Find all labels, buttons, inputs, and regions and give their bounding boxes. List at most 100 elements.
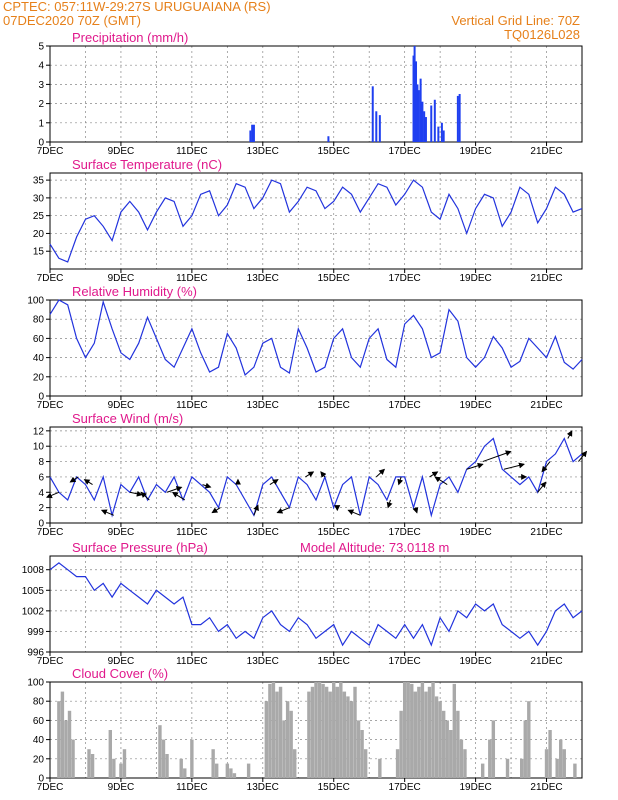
temp-ytick-label: 20 [33,229,45,240]
cloud-bar [275,691,279,778]
precip-xtick-label: 13DEC [247,146,279,157]
cloud-bar [342,691,347,778]
rh-xtick-label: 21DEC [530,400,562,411]
pressure-xtick-label: 15DEC [318,656,350,667]
cloud-bar [190,739,194,778]
cloud-bar [158,725,162,778]
wind-ytick-label: 0 [38,519,44,530]
cloud-bar [555,758,559,778]
cloud-bar [417,686,421,778]
station-label: CPTEC: 057:11W-29:27S URUGUAIANA (RS) [3,0,271,14]
wind-ytick-label: 6 [38,472,44,483]
rh-ytick-label: 0 [38,392,44,403]
pressure-xtick-label: 7DEC [37,656,64,667]
precip-bar [458,94,461,142]
rh-xtick-label: 9DEC [108,400,135,411]
precip-bar [423,111,426,142]
wind-xtick-label: 17DEC [389,527,421,538]
cloud-bar [225,763,230,778]
cloud-bar [427,686,432,778]
precip-ytick-label: 0 [38,138,44,149]
cloud-bar [183,768,187,778]
wind-vector-arrow [397,476,404,486]
pressure-xtick-label: 11DEC [176,656,208,667]
wind-xtick-label: 19DEC [459,527,491,538]
cloud-xtick-label: 19DEC [459,782,491,793]
cloud-bar [356,720,361,778]
cloud-ytick-label: 0 [38,774,44,785]
wind-vector-arrow [140,491,150,501]
wind-ytick-label: 2 [38,503,44,514]
wind-title: Surface Wind (m/s) [72,411,184,426]
wind-xtick-label: 21DEC [530,527,562,538]
cloud-bar [544,749,549,778]
wind-vector-arrow [45,491,60,499]
pressure-series-line [49,562,583,647]
precip-bar [424,117,427,142]
wind-vector-arrow [166,486,183,493]
rh-ytick-label: 100 [27,296,44,307]
precip-ytick-label: 3 [38,80,44,91]
wind-vector-arrow [347,509,361,516]
cloud-ytick-label: 100 [27,678,44,689]
cloud-xtick-label: 9DEC [108,782,135,793]
cloud-bar [271,682,276,778]
rh-xtick-label: 13DEC [247,400,279,411]
precip-xtick-label: 19DEC [459,146,491,157]
temp-ytick-label: 35 [33,176,45,187]
wind-xtick-label: 15DEC [318,527,350,538]
cloud-bar [360,730,364,778]
cloud-bar [179,758,183,778]
precip-xtick-label: 17DEC [389,146,421,157]
precip-xtick-label: 9DEC [108,146,135,157]
wind-vector-arrow [202,482,212,489]
model-label: TQ0126L028 [504,27,580,42]
pressure-ytick-label: 1005 [22,586,45,597]
wind-series-line [49,437,583,518]
cloud-ytick-label: 80 [33,697,45,708]
cloud-bar [480,763,485,778]
temp-xtick-label: 9DEC [108,273,135,284]
wind-vector-arrow [269,479,279,486]
pressure-frame [49,555,583,653]
wind-ytick-label: 8 [38,457,44,468]
wind-vector-arrow [429,471,439,478]
cloud-bar [488,739,492,778]
wind-vector-arrow [129,490,143,497]
cloud-bar [211,749,215,778]
precip-xtick-label: 21DEC [530,146,562,157]
cloud-bar [268,683,272,778]
cloud-bar [395,749,400,778]
wind-ytick-label: 12 [33,426,45,437]
precip-xtick-label: 7DEC [37,146,64,157]
rh-title: Relative Humidity (%) [72,284,197,299]
cloud-bar [438,701,442,778]
cloud-bar [324,686,329,778]
run-time-label: 07DEC2020 70Z (GMT) [3,13,141,28]
wind-vector-arrow [578,450,588,462]
pressure-xtick-label: 19DEC [459,656,491,667]
cloud-bar [434,696,439,778]
cloud-bar [559,739,563,778]
precip-bar [440,122,443,142]
cloud-bar [332,682,336,778]
cloud-xtick-label: 13DEC [247,782,279,793]
precip-ytick-label: 1 [38,118,44,129]
wind-vector-arrow [541,461,551,473]
cloud-bar [264,701,269,778]
cloud-bar [161,739,166,778]
precip-bar [252,124,255,142]
precip-ytick-label: 4 [38,61,44,72]
temp-xtick-label: 21DEC [530,273,562,284]
cloud-bar [431,682,435,778]
precip-bar [251,124,254,142]
rh-ytick-label: 40 [33,353,45,364]
wind-vector-arrow [69,476,79,483]
pressure-title: Surface Pressure (hPa) [72,540,208,555]
wind-vector-arrow [375,468,386,478]
precip-bar [415,61,418,142]
precip-bar [437,126,440,142]
wind-vector-arrow [253,504,259,516]
wind-vector-arrow [100,509,115,516]
temp-xtick-label: 17DEC [389,273,421,284]
